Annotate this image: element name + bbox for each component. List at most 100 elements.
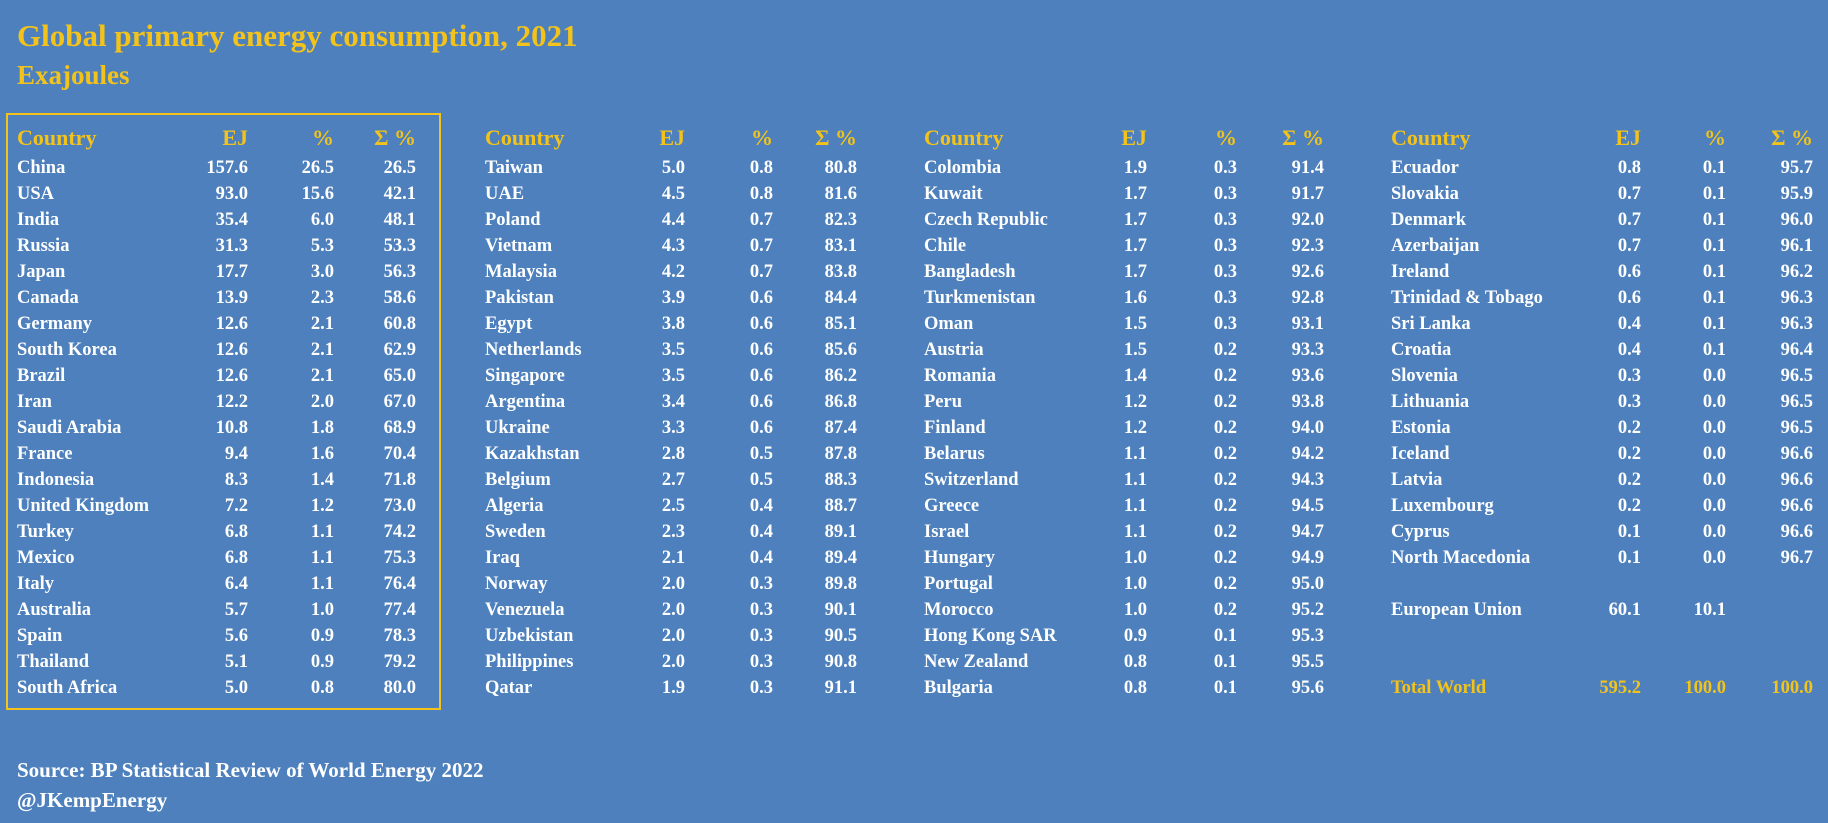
pct-cell: 0.2 bbox=[1213, 496, 1237, 516]
cum-cell: 83.1 bbox=[824, 236, 857, 256]
ej-cell: 0.3 bbox=[1617, 392, 1641, 412]
country-cell: Turkey bbox=[17, 522, 74, 542]
pct-cell: 0.2 bbox=[1213, 522, 1237, 542]
ej-cell: 4.3 bbox=[661, 236, 685, 256]
country-cell: Russia bbox=[17, 236, 70, 256]
pct-cell: 0.6 bbox=[749, 340, 773, 360]
cum-cell: 53.3 bbox=[383, 236, 416, 256]
country-cell: Belarus bbox=[924, 444, 985, 464]
cum-cell: 86.8 bbox=[824, 392, 857, 412]
pct-cell: 0.0 bbox=[1702, 470, 1726, 490]
cum-cell: 80.0 bbox=[383, 678, 416, 698]
cum-cell: 95.0 bbox=[1291, 574, 1324, 594]
cum-cell: 94.2 bbox=[1291, 444, 1324, 464]
ej-cell: 7.2 bbox=[224, 496, 248, 516]
country-cell: Qatar bbox=[485, 678, 533, 698]
country-cell: Sweden bbox=[485, 522, 546, 542]
country-cell: Lithuania bbox=[1391, 392, 1470, 412]
ej-cell: 13.9 bbox=[215, 288, 248, 308]
country-cell: Greece bbox=[924, 496, 980, 516]
cum-cell: 88.3 bbox=[824, 470, 857, 490]
pct-cell: 0.5 bbox=[749, 444, 773, 464]
pct-cell: 1.4 bbox=[310, 470, 334, 490]
cum-cell: 95.3 bbox=[1291, 626, 1324, 646]
country-cell: India bbox=[17, 210, 60, 230]
author-handle: @JKempEnergy bbox=[17, 788, 168, 812]
pct-cell: 1.0 bbox=[310, 600, 334, 620]
country-cell: Australia bbox=[17, 600, 91, 620]
country-cell: Uzbekistan bbox=[485, 626, 574, 646]
pct-cell: 0.8 bbox=[749, 158, 773, 178]
cum-cell: 96.7 bbox=[1780, 548, 1813, 568]
pct-cell: 0.2 bbox=[1213, 548, 1237, 568]
cum-cell: 82.3 bbox=[824, 210, 857, 230]
country-cell: Latvia bbox=[1391, 470, 1443, 490]
pct-cell: 3.0 bbox=[310, 262, 334, 282]
header-country: Country bbox=[1391, 125, 1471, 150]
pct-cell: 0.7 bbox=[749, 236, 773, 256]
country-cell: Egypt bbox=[485, 314, 533, 334]
ej-cell: 0.2 bbox=[1617, 496, 1641, 516]
pct-cell: 0.6 bbox=[749, 366, 773, 386]
pct-cell: 0.2 bbox=[1213, 392, 1237, 412]
pct-cell: 0.2 bbox=[1213, 444, 1237, 464]
ej-cell: 0.4 bbox=[1617, 314, 1641, 334]
cum-cell: 96.6 bbox=[1780, 444, 1813, 464]
ej-cell: 12.2 bbox=[215, 392, 248, 412]
pct-cell: 0.1 bbox=[1702, 236, 1726, 256]
cum-cell: 94.7 bbox=[1291, 522, 1324, 542]
country-cell: Kazakhstan bbox=[485, 444, 580, 464]
ej-cell: 0.1 bbox=[1617, 548, 1641, 568]
cum-cell: 95.9 bbox=[1780, 184, 1813, 204]
country-cell: Iceland bbox=[1391, 444, 1450, 464]
ej-cell: 6.4 bbox=[224, 574, 248, 594]
ej-cell: 6.8 bbox=[224, 548, 248, 568]
pct-cell: 100.0 bbox=[1684, 678, 1726, 698]
cum-cell: 56.3 bbox=[383, 262, 416, 282]
country-cell: Finland bbox=[924, 418, 986, 438]
cum-cell: 79.2 bbox=[383, 652, 416, 672]
cum-cell: 78.3 bbox=[383, 626, 416, 646]
country-cell: Total World bbox=[1391, 678, 1487, 698]
ej-cell: 60.1 bbox=[1608, 600, 1641, 620]
cum-cell: 93.6 bbox=[1291, 366, 1324, 386]
country-cell: Indonesia bbox=[17, 470, 95, 490]
cum-cell: 87.8 bbox=[824, 444, 857, 464]
ej-cell: 0.4 bbox=[1617, 340, 1641, 360]
pct-cell: 1.2 bbox=[310, 496, 334, 516]
source-note: Source: BP Statistical Review of World E… bbox=[17, 758, 484, 782]
pct-cell: 0.6 bbox=[749, 392, 773, 412]
pct-cell: 1.1 bbox=[310, 574, 334, 594]
pct-cell: 0.0 bbox=[1702, 418, 1726, 438]
cum-cell: 93.8 bbox=[1291, 392, 1324, 412]
cum-cell: 85.6 bbox=[824, 340, 857, 360]
ej-cell: 0.8 bbox=[1617, 158, 1641, 178]
cum-cell: 93.3 bbox=[1291, 340, 1324, 360]
ej-cell: 3.5 bbox=[661, 366, 685, 386]
ej-cell: 4.2 bbox=[661, 262, 685, 282]
cum-cell: 68.9 bbox=[383, 418, 416, 438]
ej-cell: 0.8 bbox=[1123, 678, 1147, 698]
ej-cell: 1.7 bbox=[1123, 236, 1147, 256]
country-cell: Turkmenistan bbox=[924, 288, 1036, 308]
pct-cell: 0.3 bbox=[749, 574, 773, 594]
country-cell: USA bbox=[17, 184, 55, 204]
pct-cell: 2.1 bbox=[310, 314, 334, 334]
ej-cell: 1.1 bbox=[1123, 470, 1147, 490]
pct-cell: 0.1 bbox=[1702, 158, 1726, 178]
pct-cell: 0.1 bbox=[1702, 210, 1726, 230]
cum-cell: 67.0 bbox=[383, 392, 416, 412]
country-cell: Germany bbox=[17, 314, 93, 334]
ej-cell: 3.4 bbox=[661, 392, 685, 412]
cum-cell: 96.2 bbox=[1780, 262, 1813, 282]
country-cell: Slovakia bbox=[1391, 184, 1459, 204]
pct-cell: 0.6 bbox=[749, 288, 773, 308]
country-cell: Malaysia bbox=[485, 262, 557, 282]
cum-cell: 91.4 bbox=[1291, 158, 1324, 178]
pct-cell: 0.1 bbox=[1213, 678, 1237, 698]
cum-cell: 77.4 bbox=[383, 600, 416, 620]
pct-cell: 0.0 bbox=[1702, 548, 1726, 568]
country-cell: Bulgaria bbox=[924, 678, 993, 698]
cum-cell: 81.6 bbox=[824, 184, 857, 204]
pct-cell: 1.1 bbox=[310, 522, 334, 542]
